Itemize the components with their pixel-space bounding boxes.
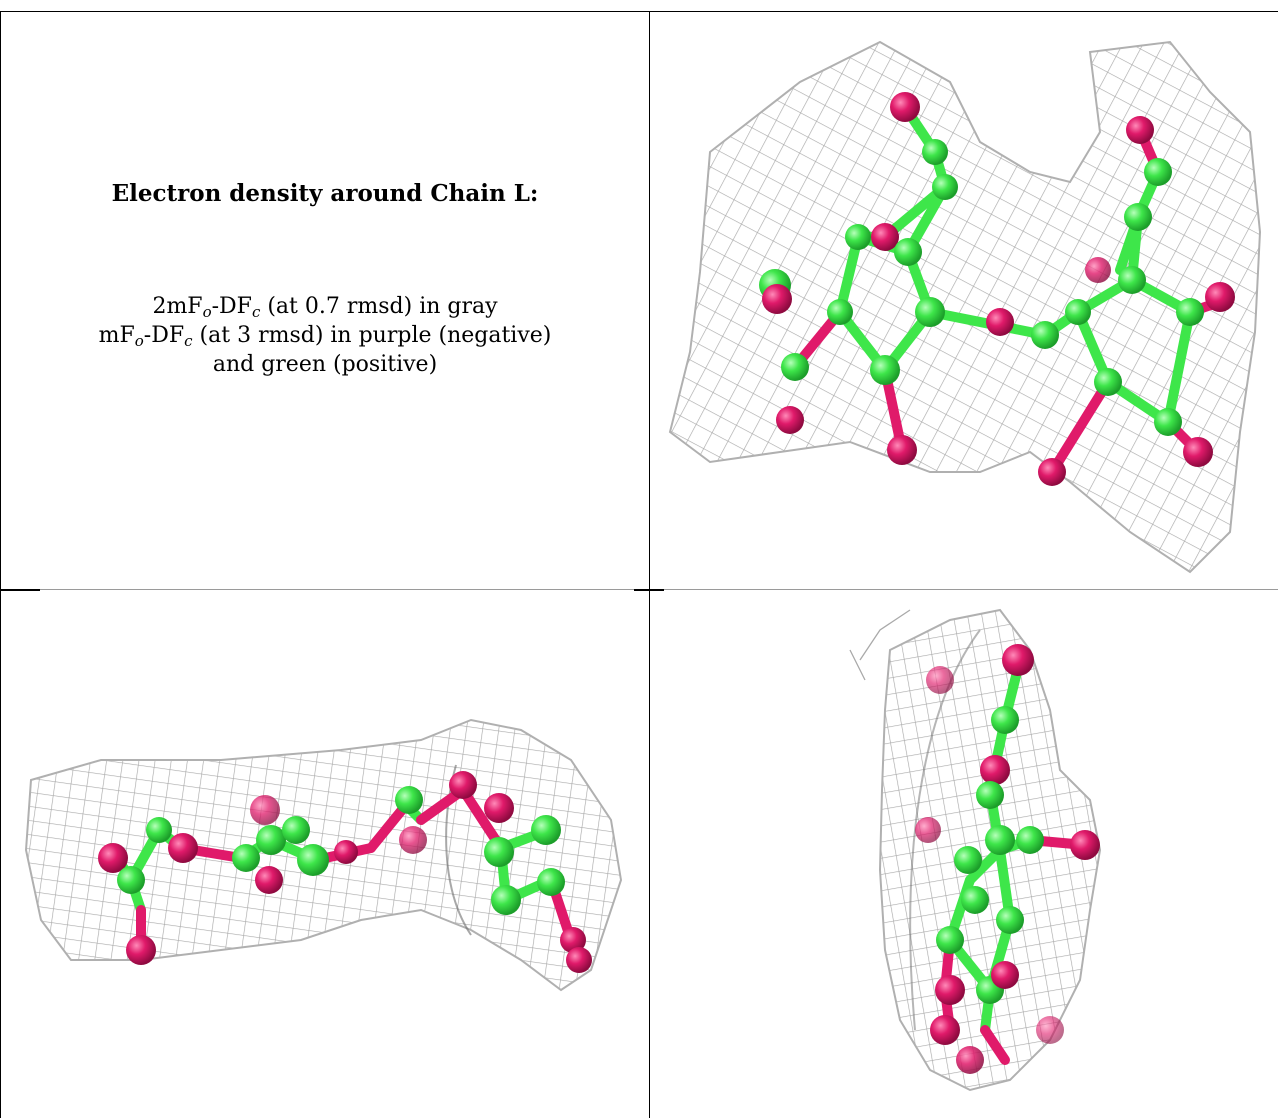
molecule-render: [668, 40, 1262, 574]
grid-tick-mid: [634, 589, 664, 591]
grid-divider-vertical: [649, 11, 650, 1118]
atoms: [98, 771, 592, 973]
density-mesh: [668, 40, 1262, 574]
legend-line-difference: mFo-DFc (at 3 rmsd) in purple (negative): [1, 321, 649, 350]
molecule-view-bottom-left: [1, 590, 649, 1118]
molecule-view-bottom-right: [650, 590, 1277, 1118]
grid-border-left: [0, 11, 1, 1118]
figure-legend: 2mFo-DFc (at 0.7 rmsd) in gray mFo-DFc (…: [1, 292, 649, 379]
figure-title: Electron density around Chain L:: [111, 180, 539, 207]
legend-text: -DF: [211, 294, 252, 319]
molecule-view-top-right: [650, 12, 1277, 589]
molecule-render: [849, 608, 1102, 1092]
grid-border-top: [0, 11, 1278, 12]
legend-text: -DF: [143, 323, 185, 348]
legend-subscript: c: [251, 303, 261, 321]
legend-subscript: o: [202, 303, 212, 321]
legend-line-positive: and green (positive): [212, 352, 438, 377]
legend-text: 2mF: [152, 294, 203, 319]
molecule-render: [24, 718, 623, 992]
legend-text: mF: [98, 323, 135, 348]
legend-subscript: c: [184, 332, 193, 350]
legend-text: (at 3 rmsd) in purple (negative): [192, 323, 552, 348]
caption-cell: Electron density around Chain L: 2mFo-DF…: [1, 12, 649, 589]
legend-text: (at 0.7 rmsd) in gray: [260, 294, 498, 319]
legend-subscript: o: [134, 332, 144, 350]
atoms: [759, 92, 1235, 486]
grid-tick-left: [0, 589, 40, 591]
atoms: [915, 644, 1100, 1074]
legend-line-gray: 2mFo-DFc (at 0.7 rmsd) in gray: [1, 292, 649, 321]
